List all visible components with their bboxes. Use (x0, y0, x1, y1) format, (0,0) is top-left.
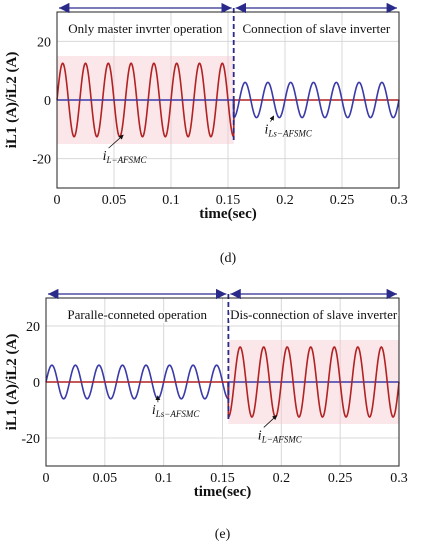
series-group-d (56, 8, 400, 140)
x-tick-e-4: 0.2 (273, 471, 291, 486)
curve-label-2-d: iLs−AFSMC (264, 123, 312, 139)
y-tick-labels-e: 20 0 -20 (21, 320, 40, 447)
x-tick-e-0: 0 (43, 471, 50, 486)
curve-label-pointer-d-0 (108, 134, 124, 149)
y-axis-label-d: iL1 (A)/iL2 (A) (4, 52, 20, 149)
annotation-left-e: Paralle-conneted operation (67, 307, 207, 322)
y-axis-label-e: iL1 (A)/iL2 (A) (4, 334, 20, 431)
curve-label-2-symbol-d: i (264, 123, 268, 138)
x-tick-e-3: 0.15 (210, 471, 235, 486)
y-tick-e-0: 20 (26, 320, 40, 335)
curve-label-1-symbol-d: i (103, 149, 107, 164)
x-tick-d-5: 0.25 (330, 193, 355, 208)
caption-d: (d) (220, 251, 237, 266)
curve-label-1-d: iL−AFSMC (103, 149, 148, 165)
curve-label-2-symbol-e: i (258, 428, 262, 443)
curve-label-pointer-d-1 (269, 115, 274, 122)
curve-label-pointer-e-1 (263, 415, 278, 428)
x-tick-e-1: 0.05 (93, 471, 118, 486)
y-tick-e-2: -20 (21, 432, 40, 447)
y-tick-d-2: -20 (32, 153, 51, 168)
curve-label-1-sub-d: L−AFSMC (105, 155, 147, 165)
series-line-e-2 (46, 346, 400, 419)
curve-label-2-sub-d: Ls−AFSMC (267, 129, 313, 139)
x-tick-labels-d: 0 0.05 0.1 0.15 0.2 0.25 0.3 (54, 193, 408, 208)
annotations-e: Paralle-conneted operation Dis-connectio… (48, 288, 399, 324)
curve-label-1-sub-e: Ls−AFSMC (155, 409, 201, 419)
curve-label-1-symbol-e: i (152, 403, 156, 418)
x-tick-d-1: 0.05 (102, 193, 127, 208)
x-tick-e-2: 0.1 (155, 471, 173, 486)
x-tick-d-6: 0.3 (390, 193, 408, 208)
y-tick-d-1: 0 (44, 94, 51, 109)
x-tick-d-4: 0.2 (276, 193, 294, 208)
annotation-left-d: Only master invrter operation (68, 21, 223, 36)
curve-label-1-e: iLs−AFSMC (152, 403, 200, 419)
x-tick-e-5: 0.25 (328, 471, 353, 486)
x-tick-e-6: 0.3 (390, 471, 408, 486)
x-axis-label-d: time(sec) (199, 206, 256, 222)
caption-e: (e) (215, 527, 231, 542)
annotations-d: Only master invrter operation Connection… (59, 2, 397, 38)
annotation-right-d: Connection of slave inverter (243, 21, 391, 36)
curve-label-2-e: iL−AFSMC (258, 428, 303, 444)
curve-labels-d: iL−AFSMC iLs−AFSMC (103, 115, 313, 165)
x-tick-d-3: 0.15 (216, 193, 241, 208)
x-axis-label-e: time(sec) (194, 484, 251, 500)
series-line-d-2 (57, 81, 400, 119)
x-tick-labels-e: 0 0.05 0.1 0.15 0.2 0.25 0.3 (43, 471, 408, 486)
curve-labels-e: iLs−AFSMC iL−AFSMC (152, 395, 303, 444)
annotation-right-e: Dis-connection of slave inverter (230, 307, 398, 322)
x-tick-d-2: 0.1 (162, 193, 180, 208)
curve-label-2-sub-e: L−AFSMC (261, 434, 303, 444)
chart-panel-e: 200-20 0 0.05 0.1 0.15 0.2 0.25 0.3 time(sec) … (4, 288, 408, 542)
x-tick-d-0: 0 (54, 193, 61, 208)
y-tick-e-1: 0 (33, 376, 40, 391)
chart-panel-d: 200-20 0 0.05 0.1 0.15 0.2 0.25 0.3 time(sec) … (4, 2, 408, 266)
series-group-e (45, 294, 400, 422)
y-tick-labels-d: 20 0 -20 (32, 35, 51, 167)
y-tick-d-0: 20 (37, 35, 51, 50)
